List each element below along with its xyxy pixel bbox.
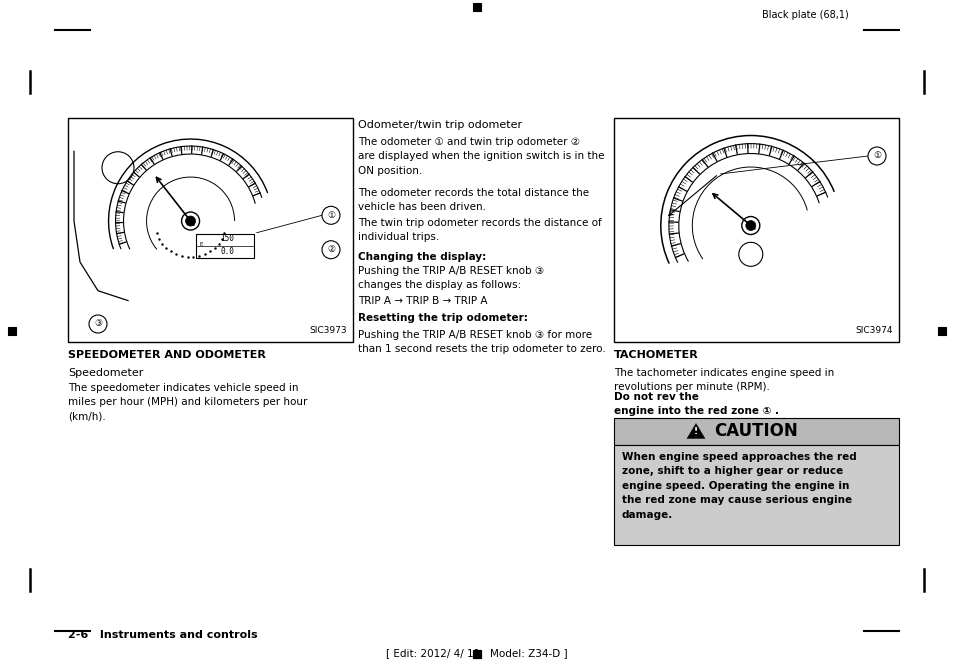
Text: Black plate (68,1): Black plate (68,1) (761, 10, 848, 20)
Text: ①: ① (872, 151, 881, 161)
Text: 150: 150 (220, 234, 234, 243)
Polygon shape (686, 424, 704, 438)
Text: !: ! (693, 428, 698, 436)
Text: Do not rev the
engine into the red zone ① .: Do not rev the engine into the red zone … (614, 392, 779, 416)
Circle shape (322, 206, 339, 224)
Text: ②: ② (327, 245, 335, 254)
Text: The speedometer indicates vehicle speed in
miles per hour (MPH) and kilometers p: The speedometer indicates vehicle speed … (68, 383, 307, 422)
Text: Odometer/twin trip odometer: Odometer/twin trip odometer (357, 120, 521, 130)
Circle shape (181, 212, 199, 230)
Circle shape (745, 221, 755, 231)
Bar (614, 445, 898, 545)
Text: E: E (199, 242, 203, 247)
Text: SIC3973: SIC3973 (309, 326, 347, 335)
Text: Pushing the TRIP A/B RESET knob ③ for more
than 1 second resets the trip odomete: Pushing the TRIP A/B RESET knob ③ for mo… (357, 330, 605, 354)
Text: ①: ① (327, 211, 335, 220)
Text: [ Edit: 2012/ 4/ 11   Model: Z34-D ]: [ Edit: 2012/ 4/ 11 Model: Z34-D ] (386, 648, 567, 658)
Bar (614, 118, 898, 342)
Text: CAUTION: CAUTION (713, 422, 797, 440)
Text: The odometer ① and twin trip odometer ②
are displayed when the ignition switch i: The odometer ① and twin trip odometer ② … (357, 137, 604, 176)
Text: When engine speed approaches the red
zone, shift to a higher gear or reduce
engi: When engine speed approaches the red zon… (621, 452, 856, 520)
Bar (614, 418, 898, 445)
Text: SPEEDOMETER AND ODOMETER: SPEEDOMETER AND ODOMETER (68, 350, 266, 360)
Circle shape (89, 315, 107, 333)
Text: TRIP A → TRIP B → TRIP A: TRIP A → TRIP B → TRIP A (357, 296, 487, 306)
Text: 2-6   Instruments and controls: 2-6 Instruments and controls (68, 630, 257, 640)
Text: Changing the display:: Changing the display: (357, 252, 486, 262)
Circle shape (322, 241, 339, 258)
Text: The tachometer indicates engine speed in
revolutions per minute (RPM).: The tachometer indicates engine speed in… (614, 368, 833, 393)
Text: The twin trip odometer records the distance of
individual trips.: The twin trip odometer records the dista… (357, 218, 601, 243)
Text: TACHOMETER: TACHOMETER (614, 350, 698, 360)
Circle shape (867, 147, 885, 165)
Text: ③: ③ (93, 319, 102, 329)
Text: Resetting the trip odometer:: Resetting the trip odometer: (357, 313, 527, 323)
Text: SIC3974: SIC3974 (855, 326, 892, 335)
Text: 0.0: 0.0 (220, 247, 234, 256)
Bar (68, 118, 353, 342)
Text: Speedometer: Speedometer (68, 368, 143, 378)
Circle shape (185, 216, 195, 226)
Text: Pushing the TRIP A/B RESET knob ③
changes the display as follows:: Pushing the TRIP A/B RESET knob ③ change… (357, 266, 543, 290)
Text: The odometer records the total distance the
vehicle has been driven.: The odometer records the total distance … (357, 188, 589, 212)
Bar (195, 234, 253, 258)
Circle shape (741, 217, 759, 235)
